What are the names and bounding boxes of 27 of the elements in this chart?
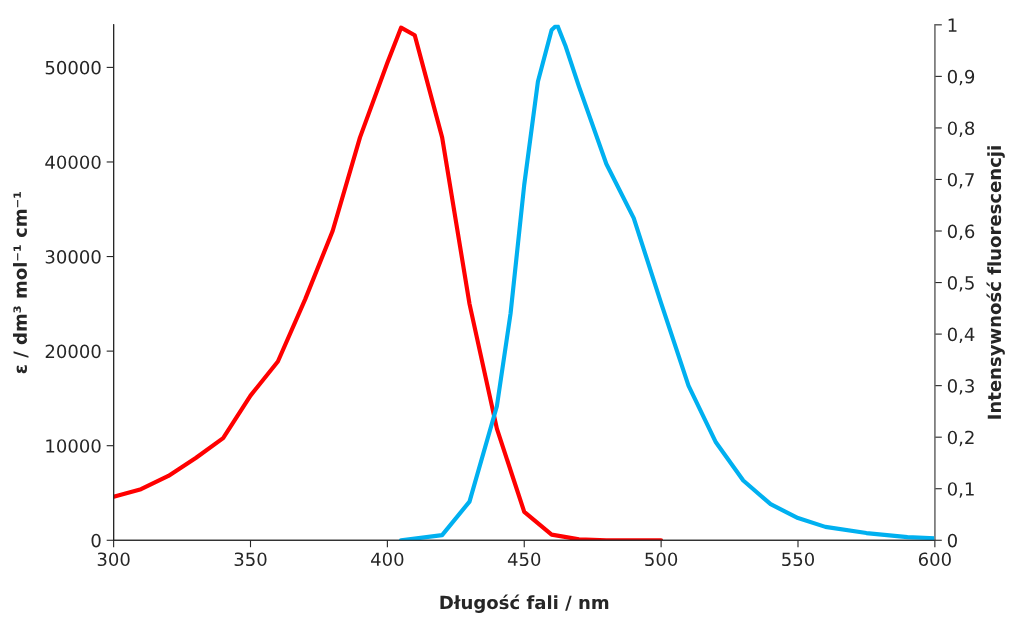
x-tick-label: 500: [645, 552, 678, 567]
x-tick-label: 550: [782, 552, 815, 567]
y-tick-label: 40000: [45, 155, 101, 170]
y2-tick-label: 1: [948, 18, 957, 32]
x-tick-label: 400: [371, 552, 404, 567]
y2-tick-label: 0,7: [947, 172, 974, 189]
y-tick-label: 0: [91, 533, 101, 548]
y2-tick-label: 0: [947, 533, 957, 548]
x-tick-label: 600: [918, 552, 951, 567]
y2-tick-label: 0,3: [947, 379, 974, 395]
x-tick-label: 300: [97, 552, 130, 567]
y-tick-label: 10000: [46, 439, 101, 453]
y2-tick-label: 0,6: [947, 224, 975, 240]
y2-tick-label: 0,9: [947, 69, 975, 86]
y2-tick-label: 0,5: [947, 276, 974, 292]
y2-tick-label: 0,4: [947, 327, 975, 344]
y2-tick-label: 0,1: [947, 482, 974, 498]
y-tick-label: 50000: [45, 60, 101, 75]
y-axis-title: ε / dm³ mol⁻¹ cm⁻¹: [13, 191, 29, 374]
y2-tick-label: 0,8: [947, 121, 975, 137]
x-axis-title: Długość fali / nm: [440, 594, 609, 613]
y-tick-label: 30000: [45, 250, 101, 264]
y-tick-label: 20000: [45, 344, 101, 359]
y2-tick-label: 0,2: [947, 430, 974, 447]
x-tick-label: 350: [234, 552, 267, 567]
x-tick-label: 450: [507, 552, 541, 567]
y2-axis-title: Intensywność fluorescencji: [986, 146, 1005, 419]
